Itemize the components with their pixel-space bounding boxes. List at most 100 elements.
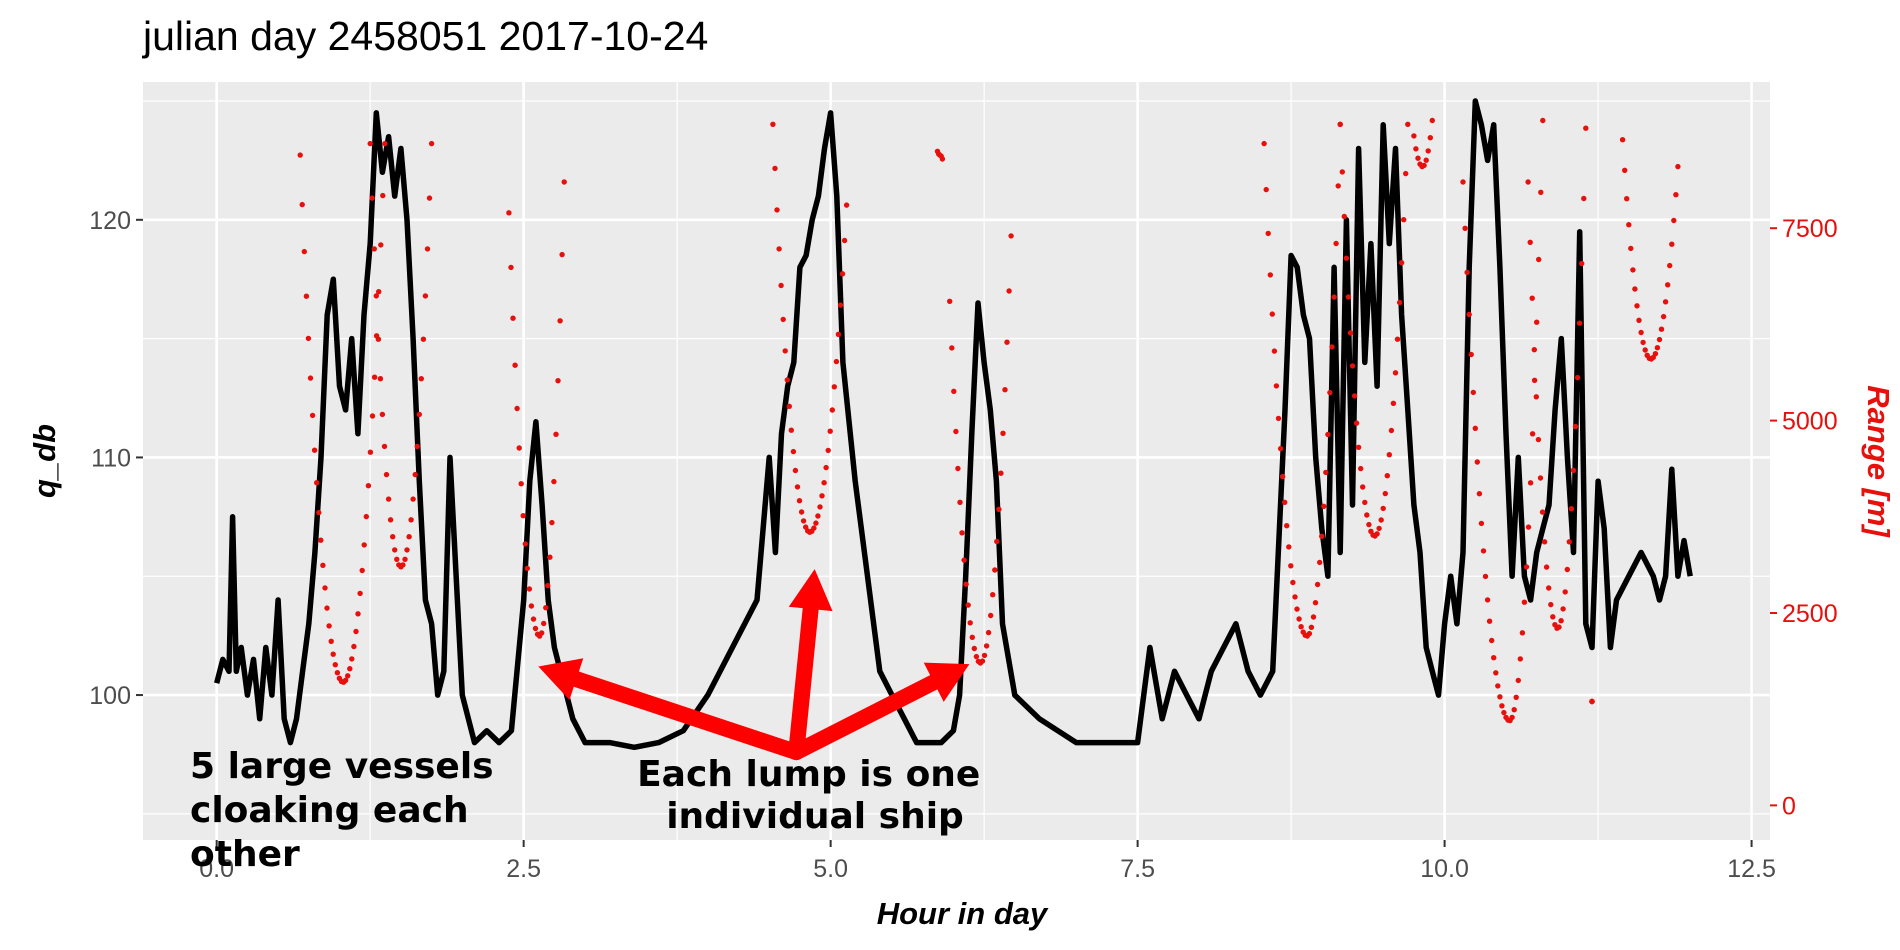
range-point [831,384,837,390]
range-point [422,293,429,299]
range-point [416,411,422,418]
range-point [379,411,386,418]
arrow-shaft [788,600,819,761]
range-point [345,673,351,679]
range-point [318,537,324,543]
range-point [778,282,784,289]
range-point [959,530,965,536]
range-point [1358,465,1364,472]
range-point [1263,186,1269,193]
range-point [1378,517,1384,523]
range-point [798,509,805,515]
range-point [380,192,386,199]
range-point [1312,600,1319,606]
range-point [1622,167,1628,173]
range-point [1509,714,1515,721]
range-point [406,534,412,540]
range-point [1531,377,1538,383]
range-point [1656,336,1663,343]
range-point [347,666,353,672]
range-point [813,520,819,526]
range-point [1515,677,1522,684]
range-point [1323,469,1329,476]
range-point [1525,179,1531,185]
range-point [1394,336,1401,342]
range-point [1472,425,1479,431]
range-point [1374,531,1380,537]
range-point [811,525,817,531]
range-point [1390,400,1397,406]
range-point [1533,394,1540,400]
range-point [375,336,382,342]
range-point [330,651,336,657]
range-point [520,513,526,519]
range-point [827,428,833,434]
range-point [1296,616,1302,622]
range-point [788,427,794,433]
range-point [518,481,524,487]
range-point [1388,427,1395,434]
range-point [539,630,545,636]
range-point [971,645,977,652]
range-point [367,449,374,455]
range-point [1271,348,1278,354]
range-point [1466,311,1472,318]
range-point [1536,256,1542,263]
range-point [1286,544,1292,550]
range-point [1325,431,1331,438]
range-point [1673,192,1679,198]
range-point [342,677,349,683]
range-point [371,374,378,380]
range-point [1008,233,1014,239]
range-point [378,242,384,248]
range-point [334,670,341,676]
range-point [1351,393,1358,399]
range-point [1364,512,1370,518]
range-point [1529,431,1536,437]
range-point [1527,480,1534,486]
range-point [792,467,799,474]
range-point [1535,436,1542,443]
arrow-head [788,569,833,612]
range-point [547,554,553,560]
range-point [1581,195,1587,202]
range-point [1556,624,1562,630]
range-point [385,496,392,502]
range-point [1630,267,1636,273]
range-point [1667,262,1673,269]
range-point [1380,505,1386,512]
range-point [1534,319,1540,325]
range-point [303,293,310,299]
range-point [297,152,303,158]
range-point [1546,585,1552,591]
range-point [508,264,514,271]
range-point [953,428,959,435]
range-point [1652,351,1659,357]
range-point [1495,683,1501,689]
range-point [1493,670,1499,676]
range-point [1636,317,1642,323]
range-point [1362,499,1368,506]
range-point [1570,467,1577,473]
range-point [1634,303,1640,309]
range-point [1665,282,1671,288]
range-point [1511,707,1517,713]
x-tick-label: 10.0 [1420,855,1469,883]
range-point [823,464,829,471]
range-point [1619,137,1626,143]
x-tick-label: 2.5 [506,855,541,883]
range-point [561,179,567,185]
arrow-head [923,662,970,702]
range-point [1321,503,1327,509]
range-point [817,504,823,510]
range-point [332,662,338,668]
range-point [1576,320,1583,326]
range-point [1574,374,1581,381]
range-point [1519,630,1526,636]
range-point [1540,117,1546,124]
range-point [1337,121,1343,128]
range-point [1468,351,1474,358]
x-tick-label: 0.0 [199,855,234,883]
range-point [369,413,376,419]
